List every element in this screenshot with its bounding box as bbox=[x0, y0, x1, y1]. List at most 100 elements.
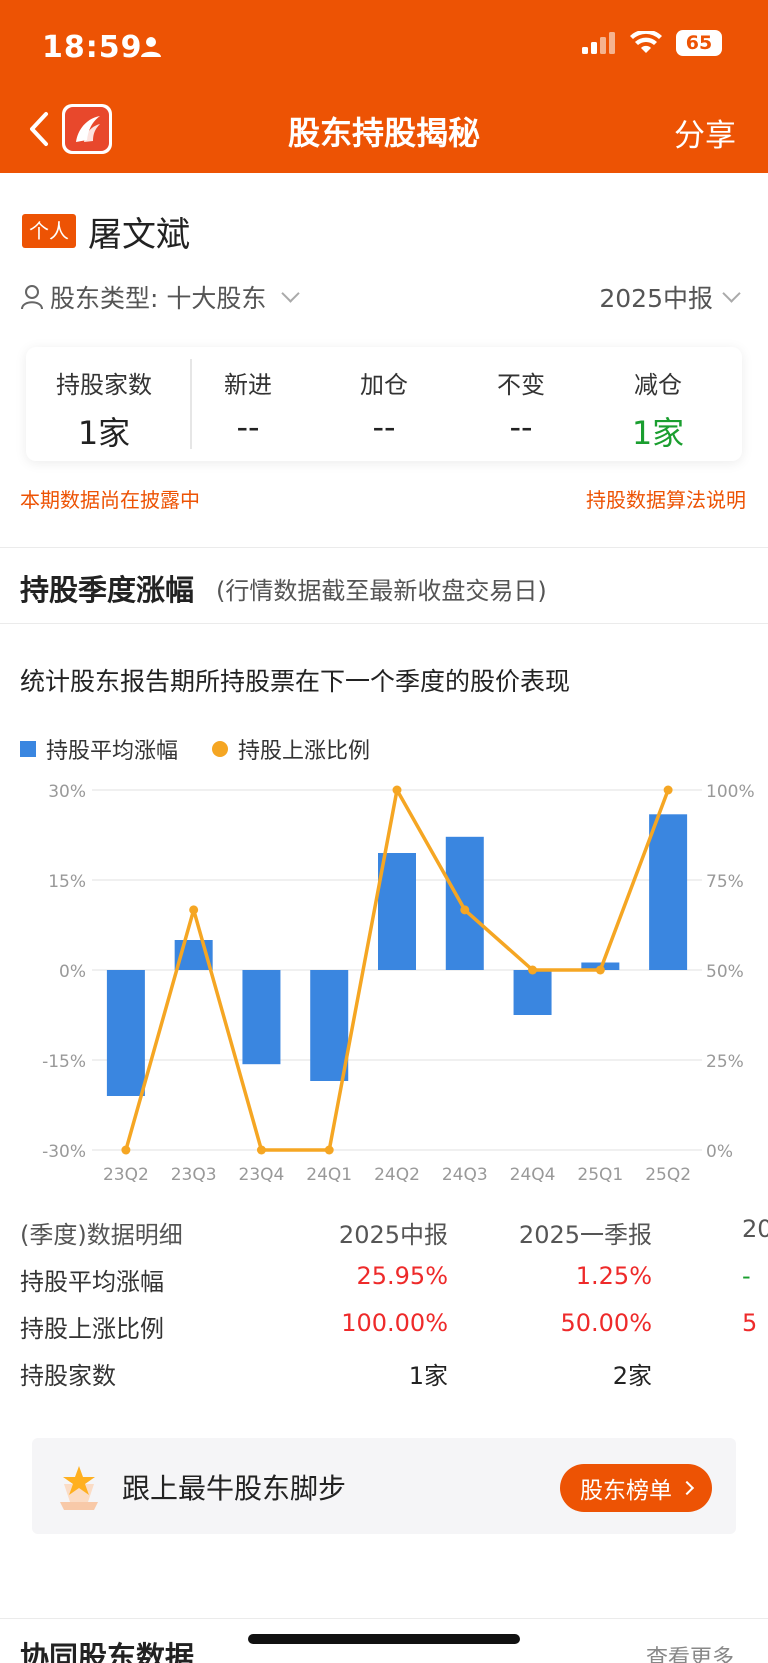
table-row: 持股平均涨幅 25.95% 1.25% - bbox=[0, 1262, 768, 1302]
y-left-tick-label: -30% bbox=[42, 1142, 86, 1162]
chart-description: 统计股东报告期所持股票在下一个季度的股价表现 bbox=[20, 667, 571, 696]
x-tick-label: 24Q1 bbox=[306, 1165, 352, 1185]
holder-type-tag: 个人 bbox=[22, 214, 76, 248]
y-right-tick-label: 25% bbox=[706, 1052, 744, 1072]
bar bbox=[242, 970, 281, 1065]
table-cell: 2家 bbox=[612, 1362, 652, 1390]
y-right-tick-label: 50% bbox=[706, 962, 744, 982]
legend-bar-label: 持股平均涨幅 bbox=[46, 739, 179, 764]
row-label: 持股家数 bbox=[20, 1362, 116, 1390]
holder-type-selector[interactable]: 股东类型: 十大股东 bbox=[20, 279, 301, 315]
y-right-tick-label: 75% bbox=[706, 872, 744, 892]
holder-type-label: 股东类型: 十大股东 bbox=[50, 284, 267, 313]
table-header-cell: 2025一季报 bbox=[518, 1221, 652, 1249]
stat-value: -- bbox=[509, 408, 533, 446]
app-logo bbox=[62, 104, 112, 154]
row-label: 持股上涨比例 bbox=[20, 1315, 164, 1343]
table-cell: 1家 bbox=[408, 1362, 448, 1390]
bar bbox=[310, 970, 349, 1081]
y-left-tick-label: 0% bbox=[59, 962, 86, 982]
chevron-down-icon bbox=[722, 283, 741, 303]
bar bbox=[106, 970, 145, 1096]
view-more-link[interactable]: 查看更多 bbox=[645, 1646, 734, 1663]
x-tick-label: 24Q3 bbox=[442, 1165, 488, 1185]
shareholder-ranking-button[interactable]: 股东榜单 bbox=[560, 1464, 712, 1512]
section-title: 协同股东数据 bbox=[20, 1640, 195, 1663]
section-subtitle: (行情数据截至最新收盘交易日) bbox=[216, 577, 547, 605]
x-tick-label: 23Q3 bbox=[171, 1165, 217, 1185]
stat-unchanged: 不变 -- bbox=[481, 365, 561, 446]
stat-decrease: 减仓 1家 bbox=[618, 365, 698, 454]
legend-line-label: 持股上涨比例 bbox=[238, 739, 371, 764]
table-cell: - bbox=[742, 1262, 751, 1290]
quarterly-gain-chart: 30% 100% 15% 75% 0% 50% -15% 25% -30% 0% 23Q2 23Q3 2… bbox=[42, 782, 755, 1185]
line-point bbox=[121, 1145, 131, 1155]
table-header-cell: 20 bbox=[742, 1215, 768, 1243]
x-tick-label: 25Q1 bbox=[577, 1165, 623, 1185]
person-icon bbox=[141, 37, 161, 57]
y-left-tick-label: 30% bbox=[48, 782, 86, 802]
section-title: 持股季度涨幅 bbox=[20, 573, 195, 607]
table-cell: 50.00% bbox=[560, 1309, 652, 1337]
disclosure-note: 本期数据尚在披露中 bbox=[20, 488, 200, 512]
holding-stats-card: 持股家数 1家 新进 -- 加仓 -- 不变 -- 减仓 1家 bbox=[26, 347, 742, 461]
report-period-label: 2025中报 bbox=[599, 284, 713, 313]
table-cell: 1.25% bbox=[575, 1262, 652, 1290]
x-tick-label: 24Q4 bbox=[510, 1165, 556, 1185]
table-header-cell: (季度)数据明细 bbox=[20, 1221, 183, 1249]
user-outline-icon bbox=[21, 285, 43, 310]
line-point bbox=[663, 785, 673, 795]
holder-name: 屠文斌 bbox=[88, 215, 190, 255]
stat-value: 1家 bbox=[77, 414, 131, 452]
chevron-down-icon bbox=[281, 283, 301, 303]
promo-banner: 跟上最牛股东脚步 股东榜单 bbox=[32, 1438, 736, 1534]
table-cell: 100.00% bbox=[341, 1309, 448, 1337]
wifi-icon bbox=[630, 31, 662, 53]
legend-line-swatch bbox=[212, 741, 229, 757]
status-icons: 65 bbox=[582, 30, 722, 56]
x-tick-label: 23Q4 bbox=[239, 1165, 285, 1185]
stat-label: 新进 bbox=[224, 371, 272, 399]
stat-label: 不变 bbox=[497, 371, 545, 399]
top-bar: 18:59 65 股东持股揭秘 分享 bbox=[0, 0, 768, 173]
x-tick-label: 24Q2 bbox=[374, 1165, 420, 1185]
stat-holding-count: 持股家数 1家 bbox=[44, 365, 164, 454]
line-point bbox=[392, 785, 402, 795]
divider bbox=[0, 623, 768, 624]
signal-icon bbox=[582, 32, 615, 54]
stat-value: -- bbox=[372, 408, 396, 446]
stat-label: 减仓 bbox=[634, 371, 682, 399]
line-point bbox=[256, 1145, 266, 1155]
share-button[interactable]: 分享 bbox=[674, 118, 736, 154]
table-row: 持股家数 1家 2家 bbox=[0, 1356, 768, 1396]
row-label: 持股平均涨幅 bbox=[20, 1268, 164, 1296]
divider bbox=[0, 547, 768, 548]
stat-value: 1家 bbox=[631, 414, 685, 452]
x-tick-label: 23Q2 bbox=[103, 1165, 149, 1185]
bar bbox=[445, 836, 484, 970]
stat-label: 持股家数 bbox=[56, 371, 152, 399]
line-point bbox=[460, 905, 470, 915]
button-label: 股东榜单 bbox=[580, 1478, 672, 1504]
promo-text: 跟上最牛股东脚步 bbox=[122, 1472, 347, 1505]
stat-value: -- bbox=[236, 408, 260, 446]
report-period-selector[interactable]: 2025中报 bbox=[599, 279, 741, 315]
y-right-tick-label: 0% bbox=[706, 1142, 733, 1162]
table-row: 持股上涨比例 100.00% 50.00% 5 bbox=[0, 1309, 768, 1349]
trophy-star-icon bbox=[60, 1466, 98, 1510]
line-point bbox=[528, 965, 538, 975]
algorithm-link[interactable]: 持股数据算法说明 bbox=[586, 488, 746, 512]
divider bbox=[0, 1618, 768, 1619]
divider bbox=[190, 359, 192, 449]
y-left-tick-label: 15% bbox=[48, 872, 86, 892]
chevron-right-icon bbox=[679, 1480, 695, 1496]
back-chevron-icon[interactable] bbox=[22, 106, 56, 152]
table-cell: 5 bbox=[742, 1309, 758, 1337]
stat-increase: 加仓 -- bbox=[344, 365, 424, 446]
table-header: (季度)数据明细 2025中报 2025一季报 20 bbox=[0, 1215, 768, 1255]
bar bbox=[649, 814, 688, 970]
stat-new: 新进 -- bbox=[208, 365, 288, 446]
legend-bar-swatch bbox=[20, 741, 36, 757]
bar bbox=[378, 853, 416, 970]
chart-legend: 持股平均涨幅 持股上涨比例 bbox=[20, 733, 370, 765]
